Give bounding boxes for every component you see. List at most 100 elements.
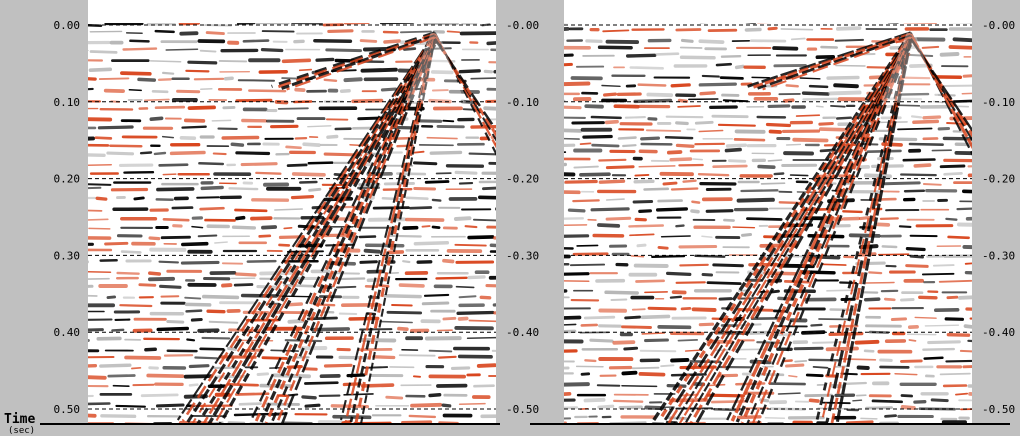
seismic-wavelet: [640, 136, 661, 141]
left-seismic-traces: [88, 0, 532, 424]
seismic-wavelet: [120, 71, 152, 76]
seismic-event: [433, 38, 496, 133]
seismic-wavelet: [214, 241, 228, 244]
seismic-wavelet: [629, 233, 655, 237]
seismic-wavelet: [635, 279, 665, 283]
seismic-wavelet: [88, 186, 102, 190]
seismic-wavelet: [413, 161, 438, 166]
seismic-wavelet: [298, 180, 318, 184]
seismic-wavelet: [903, 189, 926, 193]
seismic-wavelet: [188, 383, 199, 387]
seismic-wavelet: [954, 150, 972, 156]
seismic-wavelet: [402, 260, 411, 264]
seismic-wavelet: [624, 116, 646, 119]
left-gridlines: [88, 24, 496, 410]
seismic-wavelet: [104, 241, 129, 246]
seismic-wavelet: [308, 187, 322, 192]
seismic-wavelet: [564, 53, 574, 57]
seismic-wavelet: [228, 187, 259, 191]
seismic-wavelet: [454, 170, 478, 175]
seismic-wavelet: [278, 243, 291, 247]
seismic-wavelet: [939, 164, 966, 169]
seismic-wavelet: [405, 217, 445, 222]
seismic-wavelet: [955, 392, 969, 396]
seismic-wavelet: [602, 92, 618, 97]
seismic-wavelet: [631, 366, 660, 370]
seismic-wavelet: [626, 53, 657, 58]
seismic-wavelet: [612, 340, 636, 345]
seismic-wavelet: [438, 355, 457, 359]
seismic-wavelet: [900, 298, 915, 302]
seismic-wavelet: [98, 77, 130, 81]
left-panel-left-tick-labels: 0.00 0.10 0.20 0.30 0.40 0.50: [54, 19, 81, 416]
seismic-wavelet: [601, 84, 621, 88]
seismic-wavelet: [399, 30, 432, 34]
seismic-wavelet: [111, 328, 125, 332]
seismic-wavelet: [88, 318, 113, 321]
seismic-wavelet: [391, 304, 413, 307]
seismic-wavelet: [470, 77, 496, 80]
seismic-event: [186, 34, 437, 423]
seismic-wavelet: [621, 370, 638, 376]
seismic-wavelet: [231, 225, 257, 230]
seismic-wavelet: [502, 385, 532, 386]
seismic-wavelet: [491, 349, 496, 352]
seismic-wavelet: [564, 151, 567, 154]
right-panel-right-tick-labels: -0.00 -0.10 -0.20 -0.30 -0.40 -0.50: [982, 19, 1015, 416]
seismic-wavelet: [116, 271, 140, 275]
seismic-wavelet: [129, 39, 150, 43]
seismic-wavelet: [441, 403, 452, 408]
seismic-event: [740, 36, 913, 424]
seismic-wavelet: [714, 348, 731, 352]
seismic-wavelet: [154, 105, 186, 110]
right-seismic-traces: [564, 0, 989, 424]
seismic-wavelet: [982, 374, 989, 375]
seismic-wavelet: [879, 217, 899, 220]
seismic-wavelet: [112, 384, 130, 388]
seismic-wavelet: [380, 87, 398, 92]
seismic-wavelet: [801, 330, 826, 335]
seismic-wavelet: [959, 349, 972, 353]
seismic-wavelet: [660, 364, 675, 368]
seismic-wavelet: [913, 163, 932, 168]
seismic-wavelet: [428, 393, 442, 398]
seismic-wavelet: [235, 151, 271, 156]
seismic-event: [730, 33, 913, 422]
seismic-wavelet: [364, 243, 405, 248]
time-tick-label: 0.10: [54, 96, 81, 109]
seismic-wavelet: [367, 217, 407, 222]
seismic-wavelet: [490, 135, 496, 140]
time-tick-label: -0.30: [982, 249, 1015, 262]
seismic-wavelet: [785, 84, 799, 88]
seismic-event: [688, 42, 913, 424]
seismic-wavelet: [155, 403, 185, 408]
seismic-wavelet: [221, 135, 260, 140]
seismic-wavelet: [183, 118, 206, 123]
seismic-wavelet: [564, 391, 572, 396]
seismic-wavelet: [591, 143, 620, 148]
seismic-wavelet: [664, 135, 694, 140]
seismic-wavelet: [569, 263, 606, 267]
seismic-wavelet: [728, 159, 747, 163]
seismic-wavelet: [701, 74, 720, 78]
seismic-wavelet: [819, 148, 836, 153]
seismic-wavelet: [948, 45, 972, 50]
seismic-wavelet: [746, 217, 783, 221]
seismic-wavelet: [88, 338, 90, 342]
seismic-wavelet: [397, 326, 409, 332]
seismic-wavelet: [818, 318, 855, 321]
seismic-wavelet: [679, 393, 699, 397]
seismic-wavelet: [725, 143, 747, 148]
seismic-wavelet: [218, 59, 248, 63]
seismic-wavelet: [115, 404, 146, 408]
seismic-wavelet: [242, 39, 270, 43]
seismic-wavelet: [103, 88, 125, 93]
seismic-wavelet: [633, 179, 655, 184]
seismic-wavelet: [341, 420, 352, 424]
seismic-wavelet: [88, 375, 107, 380]
seismic-wavelet: [794, 359, 808, 363]
seismic-wavelet: [923, 356, 944, 360]
seismic-wavelet: [680, 307, 692, 311]
seismic-wavelet: [590, 207, 630, 212]
seismic-wavelet: [961, 92, 972, 95]
